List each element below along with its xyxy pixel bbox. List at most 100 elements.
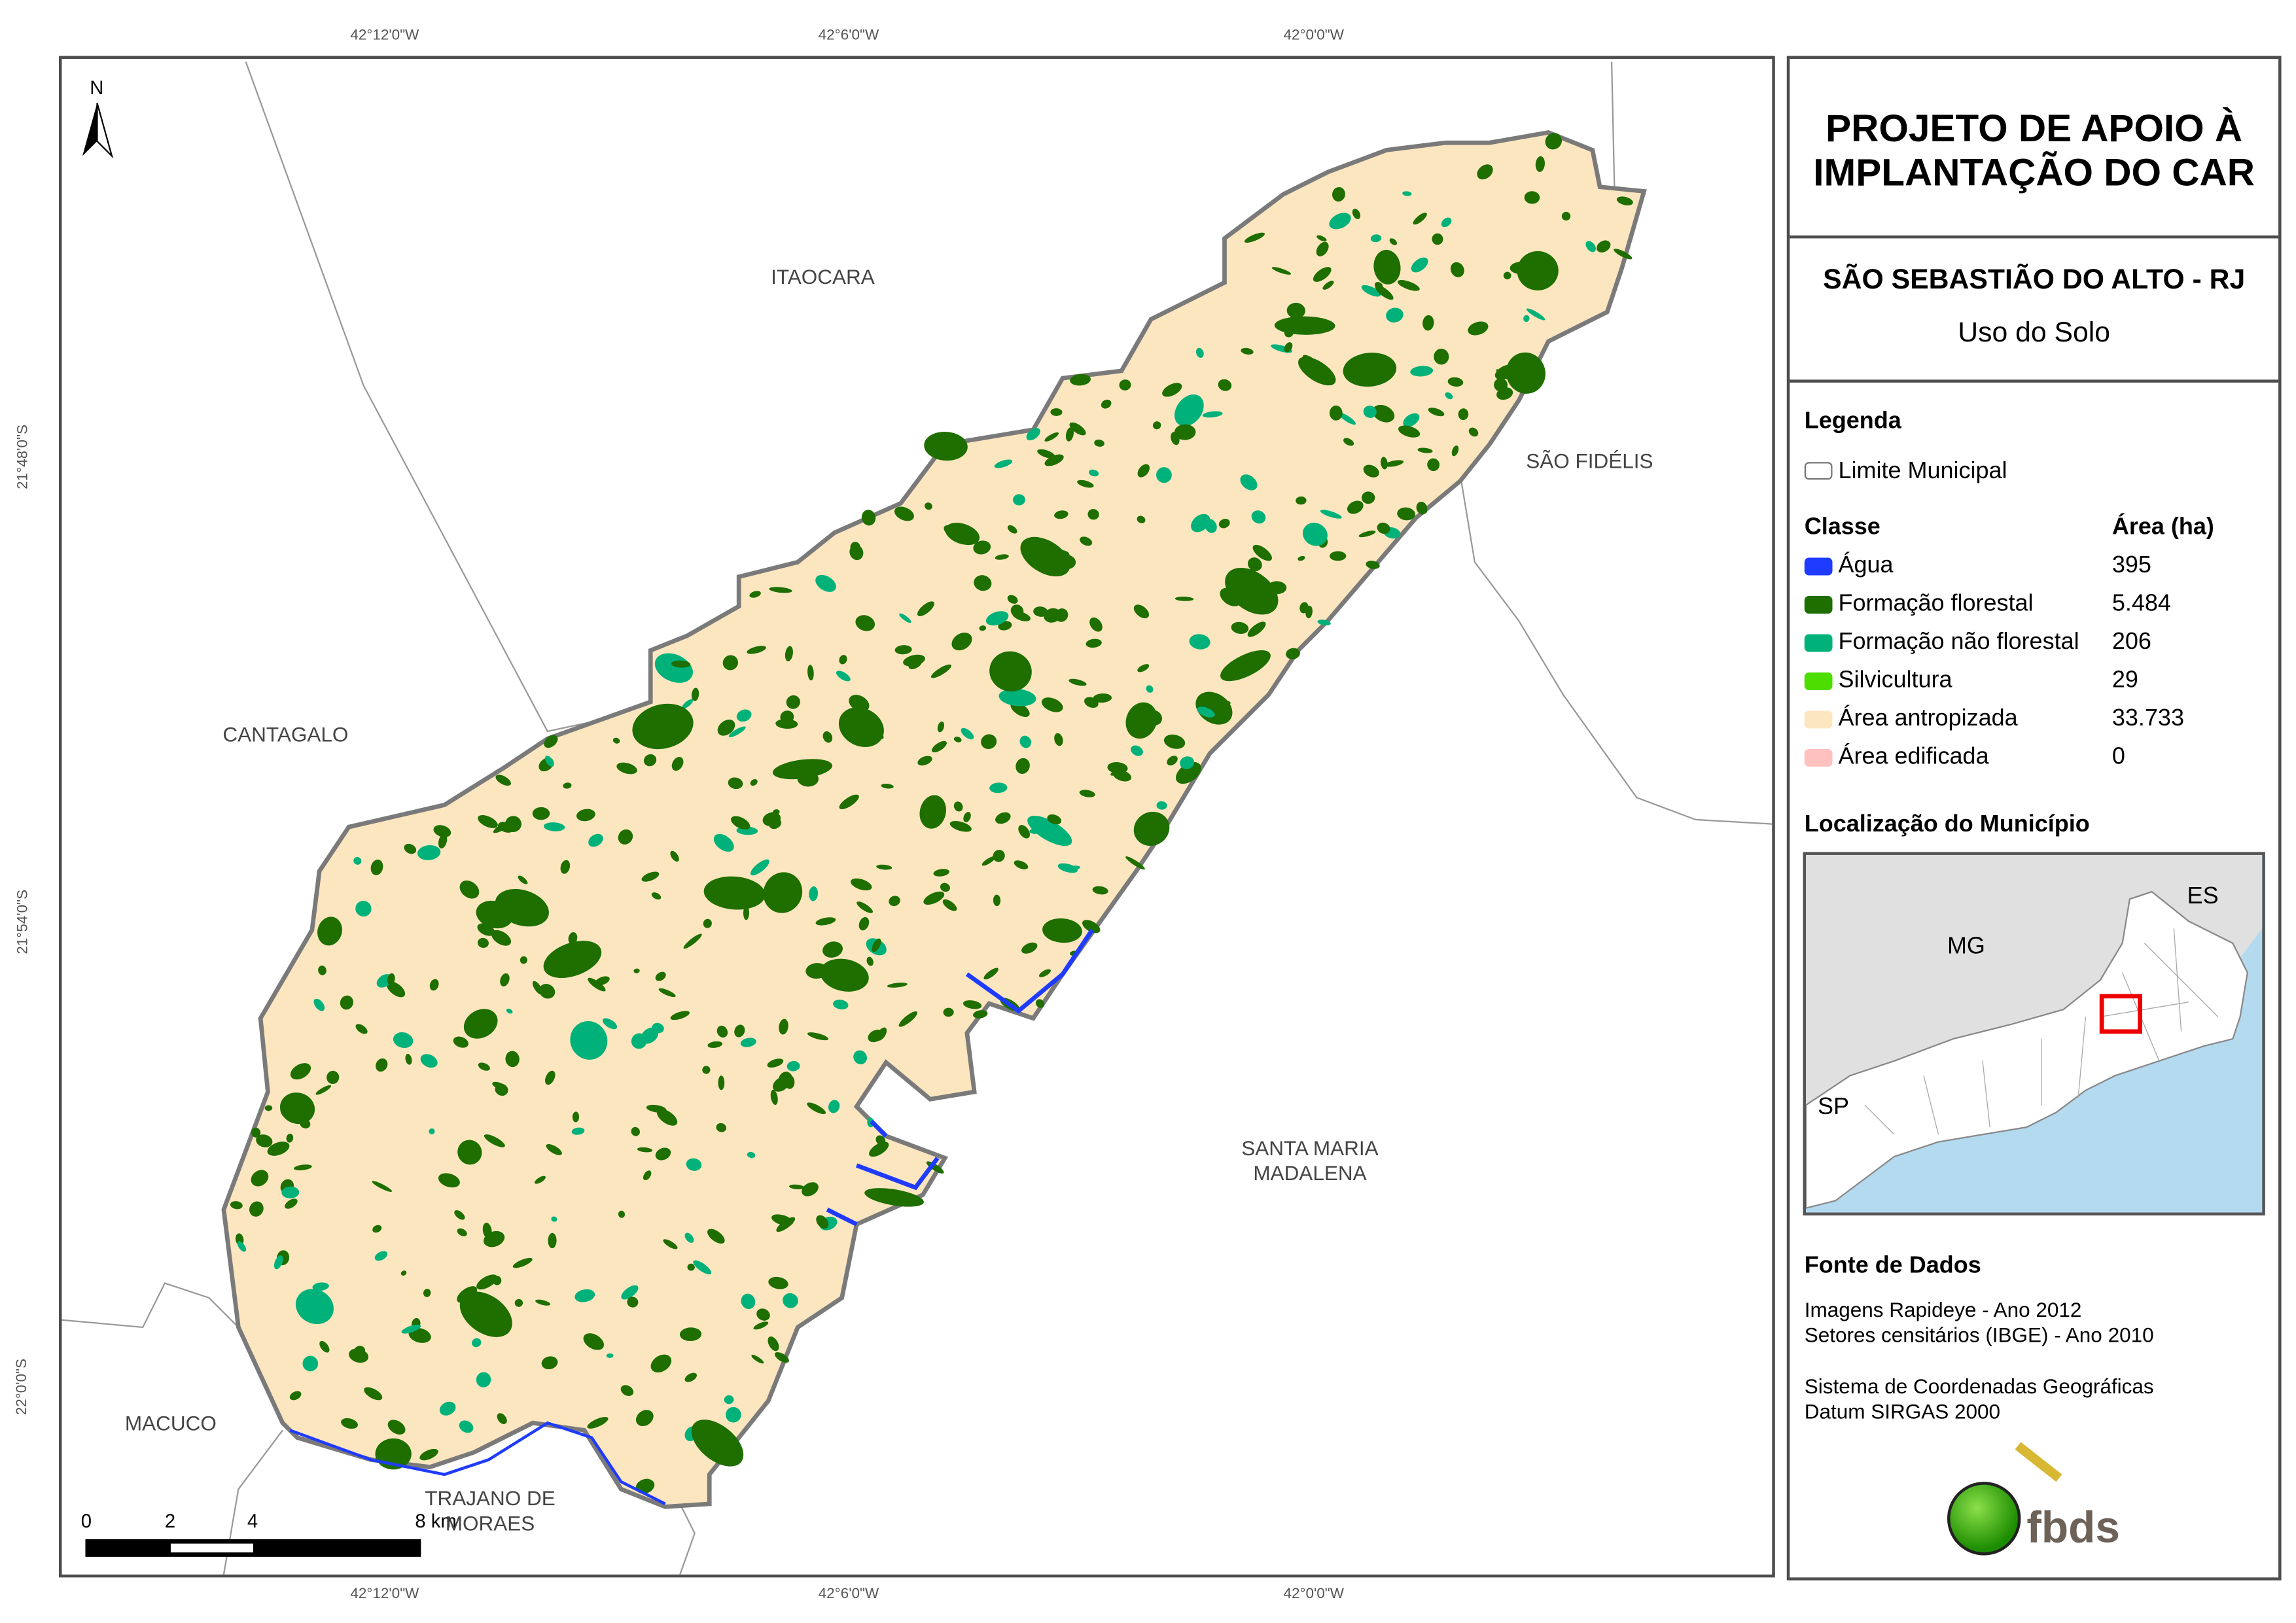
land-cover-patch: [1088, 469, 1099, 477]
land-cover-patch: [849, 695, 870, 712]
land-cover-patch: [973, 540, 991, 555]
land-cover-patch: [327, 1070, 340, 1085]
land-cover-patch: [734, 1024, 745, 1038]
map-frame[interactable]: N 0 2 4 8 km ITAOCARA SÃO FIDÉLIS CANTAG…: [58, 56, 1775, 1578]
limit-label: Limite Municipal: [1838, 459, 2007, 485]
land-cover-patch: [1110, 768, 1123, 776]
land-cover-patch: [423, 1289, 431, 1297]
land-cover-patch: [285, 1198, 298, 1209]
land-cover-patch: [655, 971, 666, 981]
land-cover-patch: [822, 941, 843, 958]
land-cover-patch: [1007, 595, 1018, 604]
class-label: Área antropizada: [1838, 706, 2018, 731]
land-cover-patch: [1411, 257, 1428, 273]
land-cover-patch: [1616, 196, 1633, 205]
land-cover-patch: [919, 795, 946, 829]
land-cover-patch: [724, 1395, 734, 1405]
land-cover-patch: [898, 1011, 918, 1027]
north-label: N: [90, 76, 104, 99]
land-cover-patch: [767, 1058, 784, 1068]
land-cover-patch: [439, 1401, 456, 1416]
land-cover-patch: [1468, 321, 1489, 336]
land-cover-patch: [1218, 379, 1232, 391]
land-cover-patch: [539, 984, 556, 999]
land-cover-patch: [1447, 377, 1464, 387]
land-cover-patch: [925, 502, 932, 510]
land-cover-patch: [417, 845, 441, 860]
land-cover-patch: [318, 965, 327, 975]
land-cover-patch: [1093, 693, 1112, 703]
land-cover-patch: [940, 882, 950, 892]
land-cover-patch: [317, 916, 342, 946]
land-cover-patch: [1080, 536, 1093, 546]
class-area: 33.733: [2111, 706, 2184, 731]
land-cover-patch: [1284, 327, 1294, 338]
title-line: IMPLANTAÇÃO DO CAR: [1813, 150, 2255, 194]
land-cover-patch: [627, 1297, 639, 1308]
land-cover-patch: [289, 1391, 302, 1401]
land-cover-patch: [568, 932, 578, 945]
land-cover-patch: [588, 833, 603, 847]
land-cover-patch: [372, 1181, 393, 1192]
land-cover-patch: [1545, 133, 1563, 150]
land-cover-patch: [756, 1308, 770, 1321]
land-cover-patch: [785, 646, 793, 662]
land-cover-patch: [312, 1282, 329, 1291]
land-cover-patch: [1372, 404, 1395, 423]
land-cover-patch: [691, 1420, 744, 1467]
land-cover-patch: [1152, 421, 1161, 430]
land-cover-patch: [1064, 865, 1081, 871]
land-cover-patch: [563, 782, 572, 789]
land-cover-patch: [544, 756, 554, 767]
land-cover-patch: [1298, 357, 1336, 386]
land-cover-patch: [1477, 164, 1493, 180]
land-cover-patch: [684, 1232, 694, 1243]
label-itaocara: ITAOCARA: [771, 264, 875, 288]
land-cover-patch: [722, 655, 739, 671]
land-cover-patch: [1271, 267, 1292, 275]
land-cover-patch: [543, 822, 565, 831]
land-cover-patch: [857, 901, 874, 913]
land-cover-patch: [315, 1085, 332, 1095]
land-cover-patch: [1397, 280, 1420, 291]
coord-left-3: 22°0'0"S: [14, 1358, 31, 1416]
land-cover-patch: [1047, 814, 1062, 825]
land-cover-patch: [478, 1062, 490, 1071]
land-cover-patch: [953, 737, 962, 742]
land-cover-patch: [643, 754, 657, 767]
class-label: Área edificada: [1838, 744, 1989, 770]
land-cover-patch: [274, 1255, 283, 1270]
land-cover-patch: [457, 1140, 482, 1165]
land-cover-patch: [807, 1032, 829, 1041]
river-water-south: [289, 1421, 666, 1505]
land-cover-patch: [1416, 501, 1428, 515]
land-cover-patch: [453, 1036, 468, 1048]
land-cover-patch: [995, 812, 1011, 824]
land-cover-patch: [741, 1293, 756, 1310]
land-cover-patch: [1322, 281, 1334, 290]
land-cover-patch: [548, 1232, 557, 1249]
land-cover-patch: [1524, 191, 1540, 204]
land-cover-patch: [783, 1293, 798, 1308]
land-cover-patch: [861, 510, 876, 526]
land-cover-patch: [1146, 685, 1154, 693]
land-cover-patch: [1320, 510, 1342, 519]
land-cover-patch: [1041, 697, 1063, 712]
land-cover-patch: [616, 762, 637, 775]
land-cover-patch: [620, 1385, 634, 1396]
land-cover-patch: [851, 878, 872, 891]
land-cover-patch: [1065, 427, 1074, 442]
land-cover-patch: [1086, 638, 1102, 648]
land-cover-patch: [1284, 342, 1293, 353]
land-cover-patch: [658, 988, 676, 998]
land-cover-patch: [602, 1018, 618, 1030]
land-cover-patch: [1131, 745, 1143, 756]
land-cover-patch: [846, 970, 867, 985]
limit-swatch: [1804, 462, 1833, 480]
class-area: 5.484: [2111, 591, 2171, 617]
land-cover-patch: [942, 899, 957, 911]
label-line: MORAES: [445, 1511, 535, 1535]
land-cover-patch: [963, 812, 971, 822]
land-cover-patch: [493, 822, 510, 833]
land-cover-patch: [869, 1142, 889, 1157]
